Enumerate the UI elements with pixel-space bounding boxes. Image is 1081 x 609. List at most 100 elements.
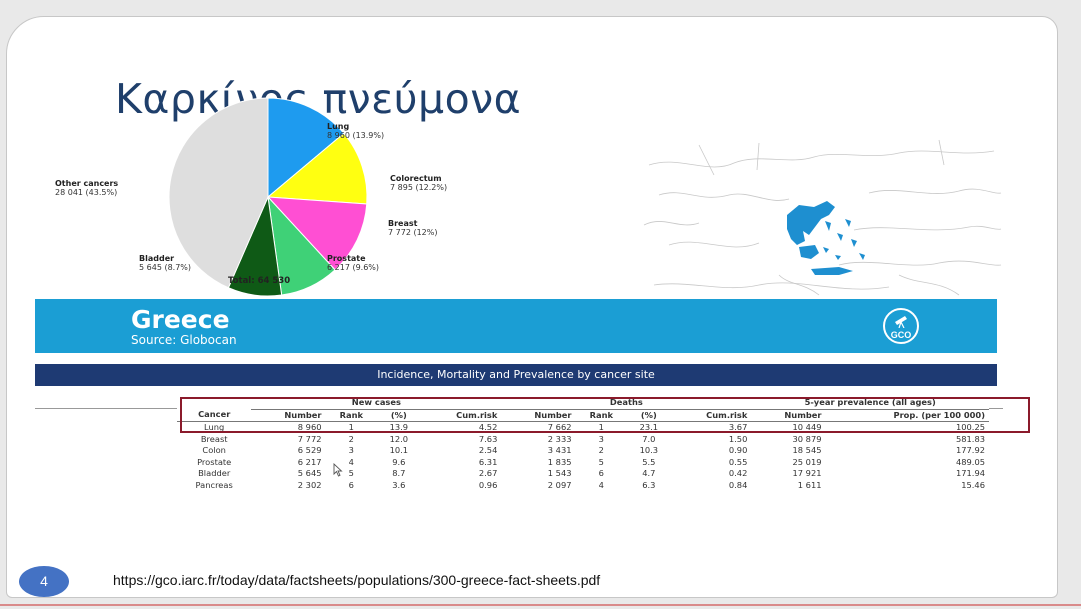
slide: Καρκίνος πνεύμονα Lung 8 960 (13.9%) Color…	[6, 16, 1058, 598]
table-cell: 3.67	[728, 422, 748, 432]
table-cell: 8.7	[392, 468, 406, 478]
divider	[35, 408, 177, 409]
column-header: Cancer	[177, 409, 252, 422]
table-cell: 3.6	[392, 479, 406, 490]
column-header: Rank	[575, 409, 628, 422]
cancer-name-cell: Prostate	[197, 456, 232, 467]
table-cell: 0.84	[728, 479, 748, 490]
table-cell: 7 772	[297, 433, 322, 444]
group-header-prevalence: 5-year prevalence (all ages)	[751, 397, 989, 410]
table-cell: 12.0	[389, 433, 409, 444]
table-cell: 2 302	[297, 479, 322, 490]
table-cell: 30 879	[792, 433, 822, 444]
source-label: Source: Globocan	[131, 333, 237, 347]
cancer-name-cell: Pancreas	[195, 479, 233, 490]
cancer-name-cell: Colon	[202, 445, 226, 455]
pie-label-name: Bladder	[139, 254, 174, 263]
table-cell: 6	[348, 479, 354, 490]
column-header: Number	[501, 409, 576, 422]
pie-slice-lung	[267, 97, 345, 199]
gco-logo-text: GCO	[890, 330, 912, 340]
pie-label-name: Other cancers	[55, 179, 118, 188]
table-row: Bladder 5 645 5 8.7 2.67 1 543 6 4.7 0.42 17 921 1…	[177, 468, 989, 480]
pie-label-name: Breast	[388, 219, 418, 228]
telescope-icon	[895, 316, 907, 328]
table-cell: 5 645	[297, 468, 322, 478]
column-header: Cum.risk	[670, 409, 752, 422]
group-header-new-cases: New cases	[251, 397, 502, 410]
table-cell: 581.83	[955, 433, 985, 444]
table-cell: 15.46	[961, 479, 985, 490]
table-cell: 25 019	[792, 456, 822, 467]
table-cell: 6	[598, 468, 604, 478]
table-cell: 1	[348, 422, 354, 432]
pie-slice-other-cancers	[168, 97, 269, 289]
table-cell: 10.3	[639, 445, 659, 455]
divider	[989, 408, 1003, 409]
table-cell: 3	[598, 433, 604, 444]
table-cell: 4	[598, 479, 604, 490]
pie-label-value: 6 217 (9.6%)	[327, 263, 379, 272]
highlight-box	[180, 397, 1030, 433]
pie-label-value: 7 772 (12%)	[388, 228, 437, 237]
column-header: Rank	[325, 409, 378, 422]
gco-logo: GCO	[883, 308, 919, 344]
table-cell: 7.63	[478, 433, 498, 444]
pie-slice-colorectum	[266, 132, 368, 205]
table-cell: 5	[348, 468, 354, 478]
page-number-badge: 4	[19, 566, 69, 597]
mouse-cursor-icon	[333, 463, 343, 477]
column-header: Cum.risk	[420, 409, 502, 422]
table-cell: 9.6	[392, 456, 406, 467]
table-cell: 489.05	[955, 456, 985, 467]
table-cell: 4.52	[478, 422, 498, 432]
group-header-deaths: Deaths	[501, 397, 752, 410]
table-cell: 2 333	[547, 433, 572, 444]
table-cell: 4	[348, 456, 354, 467]
table-cell: 18 545	[792, 445, 822, 455]
table-cell: 23.1	[639, 422, 659, 432]
cancer-name-cell: Bladder	[198, 468, 231, 478]
table-cell: 7 662	[547, 422, 572, 432]
table-title: Incidence, Mortality and Prevalence by c…	[35, 364, 997, 386]
cancer-name-cell: Lung	[204, 422, 225, 432]
table-row: Pancreas 2 302 6 3.6 0.96 2 097 4 6.3 0.84 1 611 1…	[177, 480, 989, 492]
window-bottom-edge	[0, 604, 1081, 606]
table-cell: 0.90	[728, 445, 748, 455]
pie-label-value: 7 895 (12.2%)	[390, 183, 447, 192]
table-cell: 17 921	[792, 468, 822, 478]
source-url: https://gco.iarc.fr/today/data/factsheet…	[113, 572, 601, 588]
column-header: Number	[251, 409, 326, 422]
table-cell: 177.92	[955, 445, 985, 455]
pie-slice-breast	[266, 196, 368, 271]
table-cell: 4.7	[642, 468, 656, 478]
table-cell: 0.96	[478, 479, 498, 490]
table-cell: 2.54	[478, 445, 498, 455]
country-banner: Greece Source: Globocan GCO	[35, 299, 997, 353]
pie-label-name: Prostate	[327, 254, 366, 263]
table-cell: 2.67	[478, 468, 498, 478]
table-cell: 1.50	[728, 433, 748, 444]
table-cell: 100.25	[955, 422, 985, 432]
table-cell: 8 960	[297, 422, 322, 432]
table-cell: 1 835	[547, 456, 572, 467]
column-header: (%)	[627, 409, 671, 422]
column-header: Number	[751, 409, 826, 422]
table-cell: 7.0	[642, 433, 656, 444]
table-row: Prostate 6 217 4 9.6 6.31 1 835 5 5.5 0.55 25 019…	[177, 457, 989, 469]
table-cell: 6 217	[297, 456, 322, 467]
table-row: Colon 6 529 3 10.1 2.54 3 431 2 10.3 0.90 18 545 1…	[177, 445, 989, 457]
table-cell: 0.42	[728, 468, 748, 478]
column-header: (%)	[377, 409, 421, 422]
table-row: Lung 8 960 1 13.9 4.52 7 662 1 23.1 3.67 10 449 10…	[177, 422, 989, 434]
pie-label-value: 8 960 (13.9%)	[327, 131, 384, 140]
pie-total-label: Total: 64 530	[228, 276, 290, 286]
table-row: Breast 7 772 2 12.0 7.63 2 333 3 7.0 1.50 30 879 5…	[177, 434, 989, 446]
table-cell: 6.31	[478, 456, 498, 467]
table-cell: 6 529	[297, 445, 322, 455]
pie-label-name: Lung	[327, 122, 349, 131]
table-cell: 5	[598, 456, 604, 467]
country-name: Greece	[131, 305, 230, 334]
table-cell: 0.55	[728, 456, 748, 467]
